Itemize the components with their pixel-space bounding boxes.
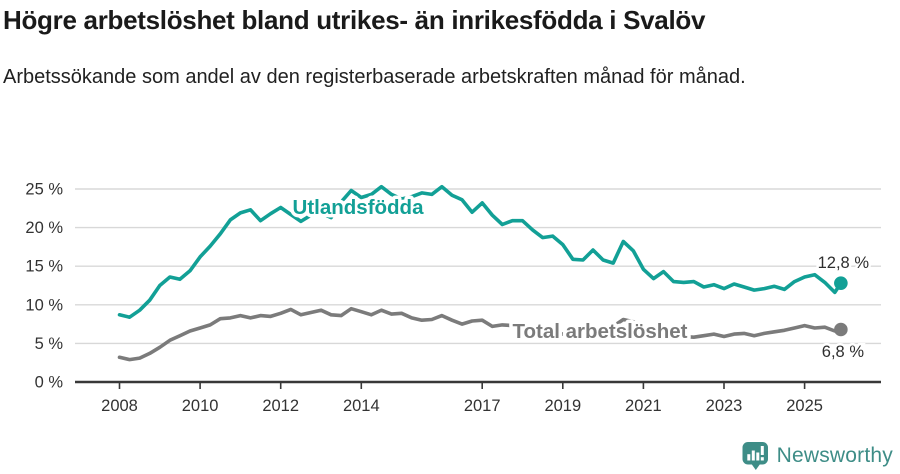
x-tick-label-2017: 2017 — [464, 397, 501, 415]
chart-subtitle: Arbetssökande som andel av den registerb… — [3, 66, 746, 88]
x-tick-label-2012: 2012 — [262, 397, 299, 415]
x-tick-label-2008: 2008 — [101, 397, 138, 415]
series-line-total-arbetsloshet — [117, 306, 843, 362]
line-chart: 0 % 5 % 10 % 15 % 20 % 25 % 2008 2010 2012 2014 20… — [25, 181, 881, 415]
y-tick-label-15: 15 % — [25, 258, 63, 276]
series-line-utlandsfodda — [117, 184, 843, 319]
x-tick-label-2014: 2014 — [343, 397, 380, 415]
x-tick-label-2010: 2010 — [182, 397, 219, 415]
end-value-label-total-arbetsloshet: 6,8 % — [822, 343, 865, 361]
x-tick-label-2023: 2023 — [706, 397, 743, 415]
newsworthy-logo-icon — [742, 442, 768, 470]
x-tick-label-2025: 2025 — [786, 397, 823, 415]
x-tick-label-2021: 2021 — [625, 397, 662, 415]
x-tick-label-2019: 2019 — [544, 397, 581, 415]
y-tick-label-25: 25 % — [25, 181, 63, 199]
brand-name: Newsworthy — [776, 443, 893, 467]
end-value-label-utlandsfodda: 12,8 % — [818, 254, 870, 272]
y-tick-label-5: 5 % — [35, 335, 64, 353]
series-end-dot-total-arbetsloshet — [834, 322, 848, 337]
chart-title: Högre arbetslöshet bland utrikes- än inr… — [3, 5, 706, 35]
series-end-dot-utlandsfodda — [834, 276, 848, 290]
series-label-utlandsfodda: Utlandsfödda — [293, 196, 425, 219]
y-tick-label-20: 20 % — [25, 219, 63, 237]
y-tick-label-0: 0 % — [35, 374, 64, 392]
brand: Newsworthy — [741, 441, 893, 470]
y-tick-label-10: 10 % — [25, 296, 63, 314]
series-label-total-arbetsloshet: Total arbetslöshet — [512, 320, 687, 343]
